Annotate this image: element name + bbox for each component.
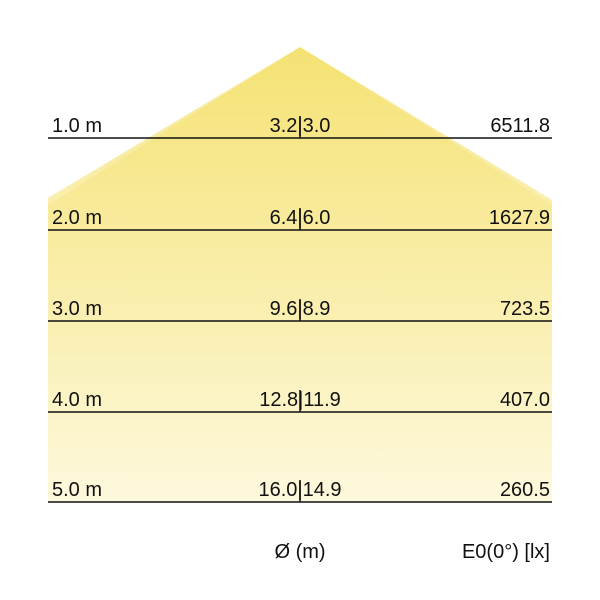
illuminance-label: 407.0 xyxy=(499,389,550,411)
diameter-label: 6.4|6.0 xyxy=(269,207,331,229)
distance-label: 1.0 m xyxy=(52,115,103,137)
illuminance-label: 6511.8 xyxy=(490,115,550,137)
diameter-label: 12.8|11.9 xyxy=(259,389,341,411)
illuminance-label: 260.5 xyxy=(499,479,550,501)
diameter-label: 3.2|3.0 xyxy=(269,115,331,137)
distance-label: 2.0 m xyxy=(52,207,103,229)
illuminance-label: 723.5 xyxy=(499,298,550,320)
distance-label: 3.0 m xyxy=(52,298,103,320)
diameter-axis-label: Ø (m) xyxy=(274,541,326,563)
illuminance-axis-label: E0(0°) [lx] xyxy=(461,541,550,563)
cone-c90 xyxy=(48,47,552,502)
distance-label: 5.0 m xyxy=(52,479,103,501)
diameter-label: 16.0|14.9 xyxy=(258,479,342,501)
distance-label: 4.0 m xyxy=(52,389,103,411)
diameter-label: 9.6|8.9 xyxy=(269,298,331,320)
illuminance-label: 1627.9 xyxy=(488,207,550,229)
